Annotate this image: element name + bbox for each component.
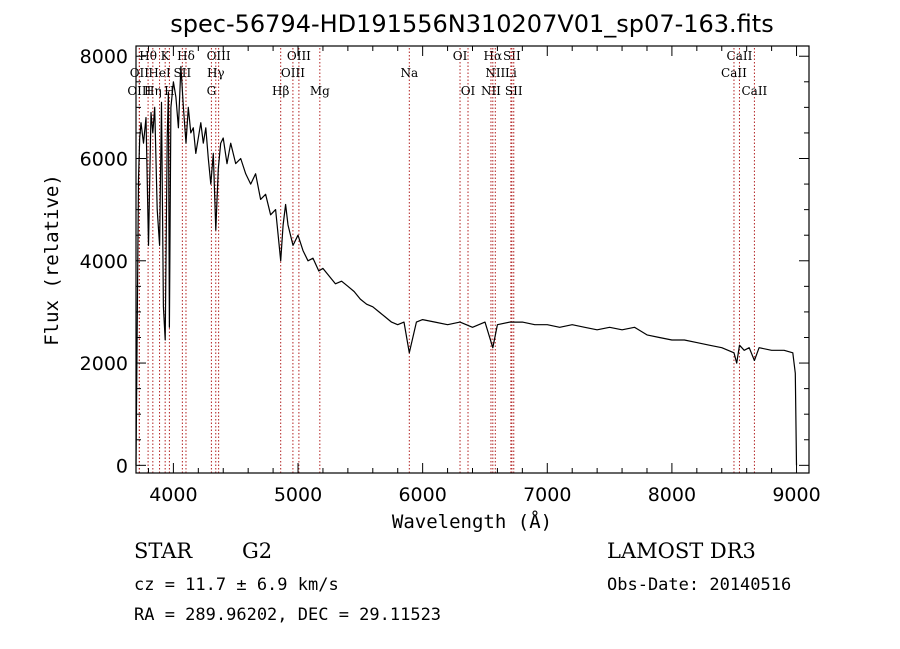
survey-name: LAMOST DR3 [607, 539, 756, 563]
y-axis-label: Flux (relative) [41, 174, 63, 346]
spectral-line-label: G [207, 84, 217, 98]
spectral-line-label: Hβ [272, 84, 289, 98]
x-tick-label: 4000 [149, 484, 197, 506]
x-axis-label: Wavelength (Å) [392, 510, 552, 533]
x-tick-label: 5000 [274, 484, 322, 506]
x-axis: 4000 5000 6000 7000 8000 9000 [147, 46, 821, 506]
redshift-value: cz = 11.7 ± 6.9 km/s [134, 575, 339, 595]
spectral-line-label: OIII [281, 66, 305, 80]
spectral-line-label: OIII [287, 49, 311, 63]
spectral-line-label: SII [503, 49, 521, 63]
spectral-line-label: Hα [484, 49, 503, 63]
spectral-line-label: CaII [741, 84, 767, 98]
x-tick-label: 6000 [398, 484, 446, 506]
spectral-line-label: CaII [721, 66, 747, 80]
spectral-line-label: K [161, 49, 171, 63]
spectral-line-label: Hδ [177, 49, 195, 63]
spectral-line-label: Na [400, 66, 418, 80]
spectral-line-label: OIII [127, 84, 151, 98]
spectral-line-label: NII [485, 66, 505, 80]
y-axis: 0 2000 4000 6000 8000 [80, 46, 809, 477]
object-subclass: G2 [242, 539, 272, 563]
spectral-line-label: Li [505, 66, 517, 80]
y-tick-label: 0 [116, 455, 128, 477]
observation-date: Obs-Date: 20140516 [607, 575, 791, 595]
x-tick-label: 8000 [648, 484, 696, 506]
object-class: STAR [134, 539, 193, 563]
spectral-line-label: SII [174, 66, 192, 80]
spectral-line-label: OI [453, 49, 468, 63]
plot-frame [135, 45, 810, 474]
spectral-line-label: H [164, 84, 174, 98]
spectral-line-label: Hγ [207, 66, 225, 80]
spectral-line-label: SII [505, 84, 523, 98]
y-tick-label: 6000 [80, 149, 128, 171]
chart-title: spec-56794-HD191556N310207V01_sp07-163.f… [170, 10, 773, 38]
spectral-line-label: HeI [148, 66, 171, 80]
spectral-line-label: OIII [207, 49, 231, 63]
spectrum-line [135, 65, 798, 466]
y-tick-label: 4000 [80, 251, 128, 273]
y-tick-label: 8000 [80, 46, 128, 68]
spectral-line-label: CaII [727, 49, 753, 63]
spectral-line-label: NII [481, 84, 501, 98]
spectral-line-label: Mg [310, 84, 330, 98]
coordinates: RA = 289.96202, DEC = 29.11523 [134, 605, 441, 625]
spectral-line-label: Hη [144, 84, 162, 98]
spectral-line-label: OI [461, 84, 476, 98]
y-tick-label: 2000 [80, 353, 128, 375]
spectrum-series [135, 65, 798, 466]
x-tick-label: 7000 [523, 484, 571, 506]
x-tick-label: 9000 [772, 484, 820, 506]
